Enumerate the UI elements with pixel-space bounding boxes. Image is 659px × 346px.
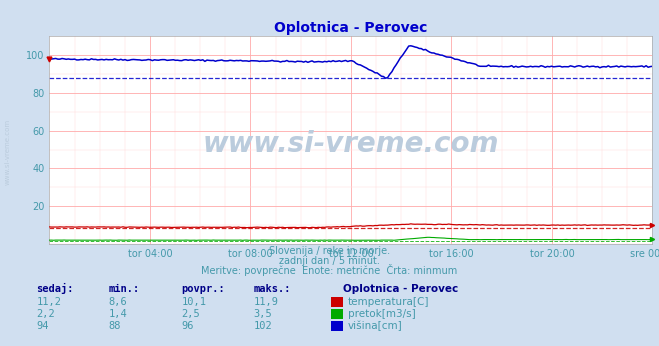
- Text: 96: 96: [181, 321, 194, 331]
- Text: 102: 102: [254, 321, 272, 331]
- Text: 8,6: 8,6: [109, 297, 127, 307]
- Text: 88: 88: [109, 321, 121, 331]
- Text: temperatura[C]: temperatura[C]: [348, 297, 430, 307]
- Text: www.si-vreme.com: www.si-vreme.com: [203, 130, 499, 158]
- Text: 10,1: 10,1: [181, 297, 206, 307]
- Text: 3,5: 3,5: [254, 309, 272, 319]
- Text: min.:: min.:: [109, 284, 140, 294]
- Text: maks.:: maks.:: [254, 284, 291, 294]
- Title: Oplotnica - Perovec: Oplotnica - Perovec: [274, 21, 428, 35]
- Text: 2,2: 2,2: [36, 309, 55, 319]
- Text: Meritve: povprečne  Enote: metrične  Črta: minmum: Meritve: povprečne Enote: metrične Črta:…: [202, 264, 457, 276]
- Text: Slovenija / reke in morje.: Slovenija / reke in morje.: [269, 246, 390, 256]
- Text: 94: 94: [36, 321, 49, 331]
- Text: 2,5: 2,5: [181, 309, 200, 319]
- Text: 11,9: 11,9: [254, 297, 279, 307]
- Text: www.si-vreme.com: www.si-vreme.com: [5, 119, 11, 185]
- Text: pretok[m3/s]: pretok[m3/s]: [348, 309, 416, 319]
- Text: povpr.:: povpr.:: [181, 284, 225, 294]
- Text: 11,2: 11,2: [36, 297, 61, 307]
- Text: višina[cm]: višina[cm]: [348, 321, 403, 331]
- Text: Oplotnica - Perovec: Oplotnica - Perovec: [343, 284, 458, 294]
- Text: 1,4: 1,4: [109, 309, 127, 319]
- Text: zadnji dan / 5 minut.: zadnji dan / 5 minut.: [279, 256, 380, 266]
- Text: sedaj:: sedaj:: [36, 283, 74, 294]
